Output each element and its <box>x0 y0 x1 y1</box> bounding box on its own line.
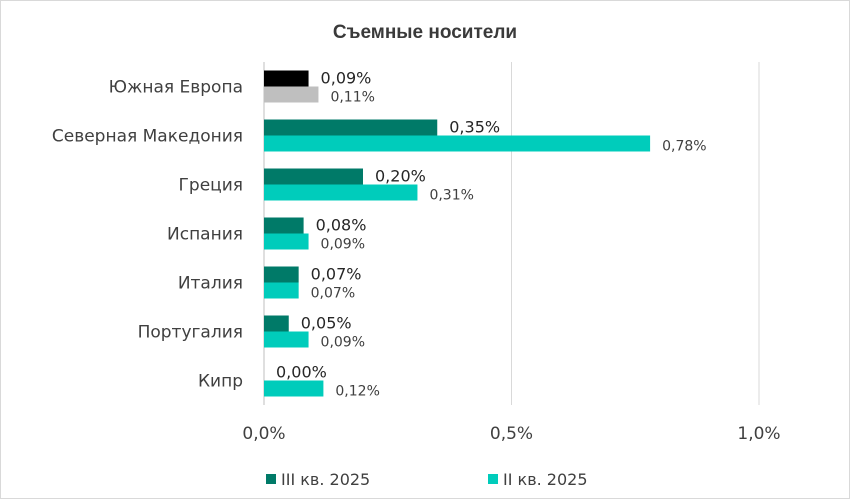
bar-series-1-0 <box>264 70 309 87</box>
category-labels: Южная Европа Северная Македония Греция Испа… <box>52 78 243 392</box>
bar-series-1-2 <box>264 168 363 185</box>
tick-label-1: 0,5% <box>490 424 533 444</box>
category-label-6: Кипр <box>198 372 243 392</box>
tick-labels: 0,0% 0,5% 1,0% <box>242 424 780 444</box>
bar-series-2-0 <box>264 86 319 103</box>
bars <box>264 70 651 397</box>
bar-series-2-3 <box>264 233 309 250</box>
bar-series-2-2 <box>264 184 418 201</box>
bar-series-2-5 <box>264 331 309 348</box>
tick-label-2: 1,0% <box>737 424 780 444</box>
category-label-2: Греция <box>179 176 243 196</box>
tick-label-0: 0,0% <box>242 424 285 444</box>
bar-series-1-4 <box>264 266 299 283</box>
data-label-series-2-1: 0,78% <box>662 139 706 155</box>
data-label-series-1-5: 0,05% <box>301 314 352 333</box>
legend-swatch-series-2 <box>488 474 498 484</box>
legend-swatch-series-1 <box>266 474 276 484</box>
data-label-series-2-4: 0,07% <box>311 286 355 302</box>
chart-title: Съемные носители <box>333 22 517 43</box>
bar-series-2-1 <box>264 135 651 152</box>
category-label-3: Испания <box>167 225 243 245</box>
category-label-0: Южная Европа <box>109 78 243 98</box>
category-label-5: Португалия <box>138 323 243 343</box>
legend-label-series-2: II кв. 2025 <box>503 470 588 489</box>
category-label-4: Италия <box>178 274 243 294</box>
data-labels: 0,09% 0,11% 0,35% 0,78% 0,20%0,31% 0,08% 0,09%… <box>276 69 707 400</box>
bar-series-1-5 <box>264 315 289 332</box>
data-label-series-2-2: 0,31% <box>429 188 473 204</box>
bar-series-1-3 <box>264 217 304 234</box>
bar-series-2-4 <box>264 282 299 299</box>
legend-label-series-1: III кв. 2025 <box>281 470 370 489</box>
data-label-series-1-2: 0,20% <box>375 167 426 186</box>
data-label-series-1-4: 0,07% <box>311 265 362 284</box>
data-label-series-2-6: 0,12% <box>335 384 379 400</box>
category-label-1: Северная Македония <box>52 127 243 147</box>
data-label-series-2-3: 0,09% <box>321 237 365 253</box>
data-label-series-1-3: 0,08% <box>316 216 367 235</box>
data-label-series-1-1: 0,35% <box>449 118 500 137</box>
data-label-series-2-5: 0,09% <box>321 335 365 351</box>
data-label-series-2-0: 0,11% <box>330 90 374 106</box>
data-label-series-1-6: 0,00% <box>276 363 327 382</box>
bar-series-1-1 <box>264 119 438 136</box>
bar-series-2-6 <box>264 380 324 397</box>
data-label-series-1-0: 0,09% <box>321 69 372 88</box>
legend: III кв. 2025 II кв. 2025 <box>266 470 588 489</box>
